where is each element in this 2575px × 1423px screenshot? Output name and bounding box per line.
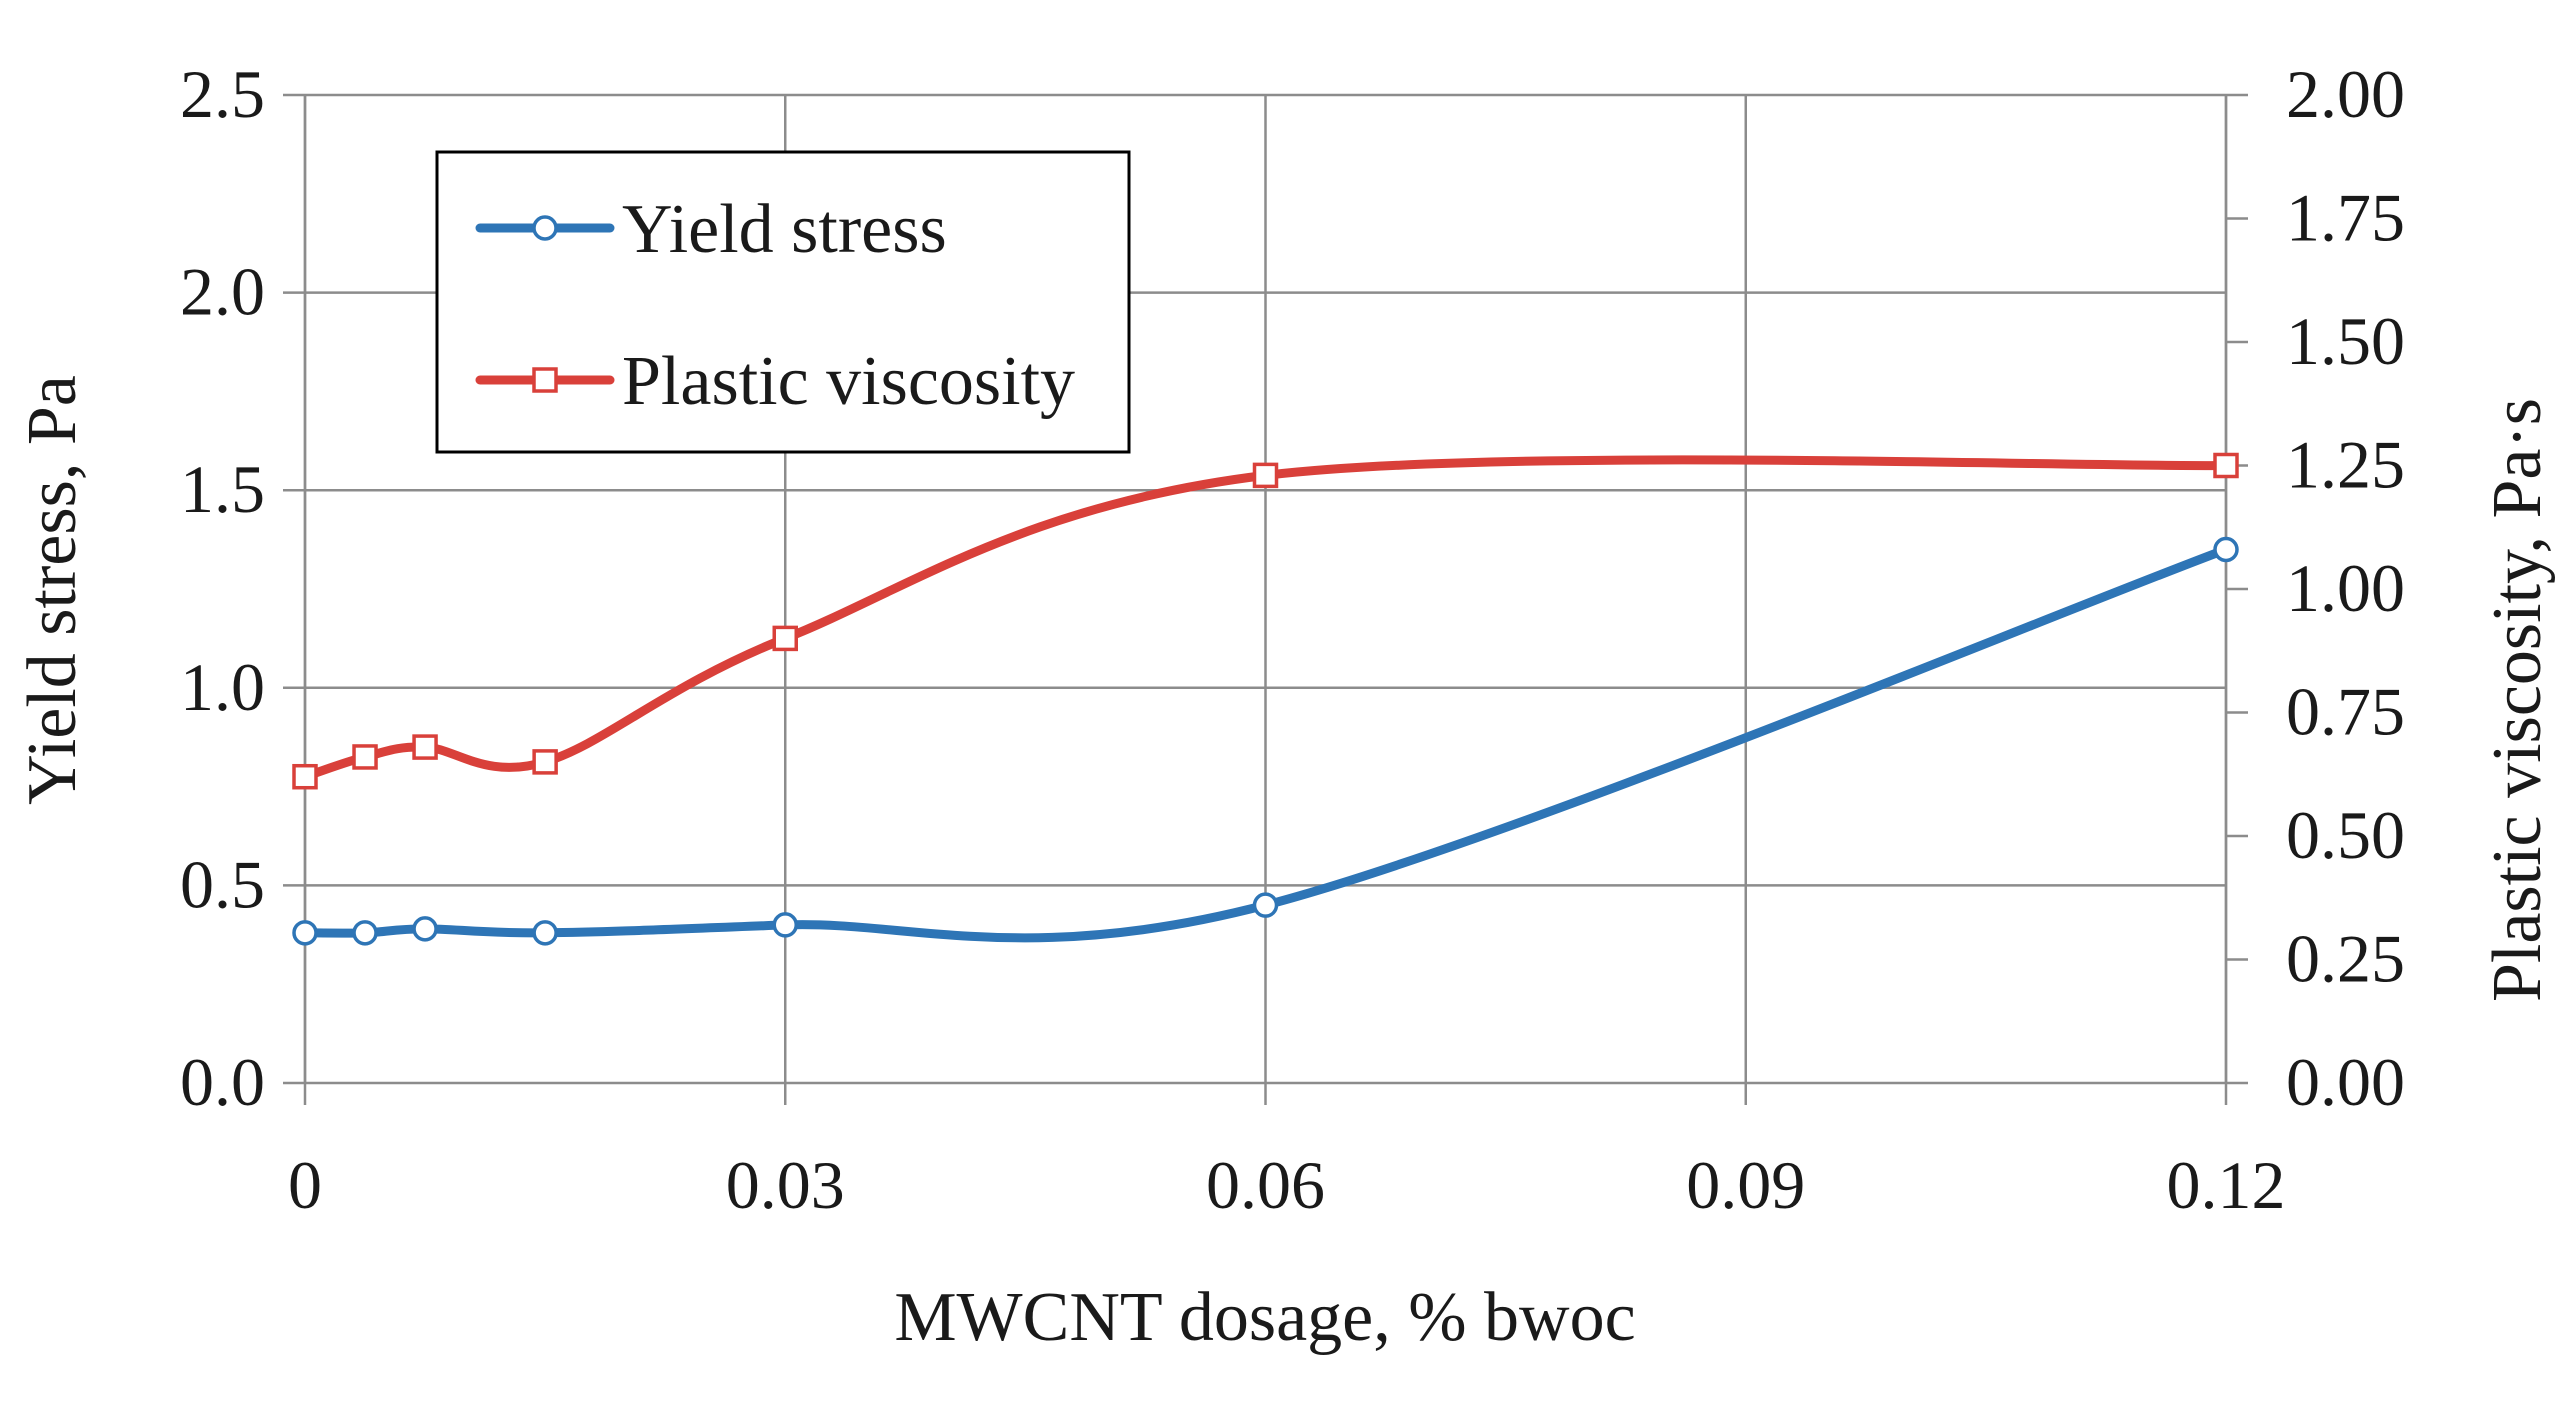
y-tick-label: 2.0 xyxy=(180,254,265,330)
y-tick-label: 1.5 xyxy=(180,451,265,527)
data-point-plastic-viscosity xyxy=(2213,452,2239,479)
y2-tick-label: 2.00 xyxy=(2286,56,2405,132)
data-point-yield-stress xyxy=(292,920,318,946)
data-point-plastic-viscosity xyxy=(772,625,798,652)
data-point-yield-stress xyxy=(532,920,558,946)
y2-tick-label: 0.75 xyxy=(2286,674,2405,750)
axes: 0.0 0.5 1.0 1.5 2.0 2.5 0.00 0.25 0.50 0.75 1.00 1.… xyxy=(180,56,2405,1223)
legend: Yield stress Plastic viscosity xyxy=(435,150,1131,454)
y-tick-label: 2.5 xyxy=(180,56,265,132)
series-markers xyxy=(292,452,2239,946)
x-axis-title: MWCNT dosage, % bwoc xyxy=(894,1279,1635,1356)
y2-tick-label: 0.50 xyxy=(2286,797,2405,873)
x-tick-label: 0.12 xyxy=(2167,1147,2286,1223)
data-point-plastic-viscosity xyxy=(352,744,378,770)
y-tick-label: 1.0 xyxy=(180,649,265,725)
data-point-plastic-viscosity xyxy=(532,749,558,775)
y-tick-label: 0.0 xyxy=(180,1044,265,1120)
data-point-yield-stress xyxy=(412,916,438,942)
y2-tick-label: 1.50 xyxy=(2286,303,2405,379)
legend-marker-plastic-viscosity xyxy=(532,367,558,393)
data-point-plastic-viscosity xyxy=(412,734,438,760)
data-point-plastic-viscosity xyxy=(1252,462,1279,489)
x-tick-label: 0.03 xyxy=(726,1147,845,1223)
x-tick-label: 0.06 xyxy=(1206,1147,1325,1223)
y2-tick-label: 1.00 xyxy=(2286,550,2405,626)
data-point-yield-stress xyxy=(1252,892,1279,918)
y2-tick-label: 0.25 xyxy=(2286,921,2405,997)
data-point-yield-stress xyxy=(772,912,798,938)
y2-axis-title: Plastic viscosity, Pa·s xyxy=(2479,398,2556,1002)
x-tick-label: 0.09 xyxy=(1686,1147,1805,1223)
data-point-yield-stress xyxy=(2213,536,2239,563)
legend-marker-yield-stress xyxy=(532,215,558,241)
legend-box xyxy=(435,150,1131,454)
legend-label-yield-stress: Yield stress xyxy=(622,191,947,268)
data-point-yield-stress xyxy=(352,920,378,946)
y2-tick-label: 1.75 xyxy=(2286,180,2405,256)
y-axis-title: Yield stress, Pa xyxy=(14,375,91,805)
y2-tick-label: 0.00 xyxy=(2286,1044,2405,1120)
data-point-plastic-viscosity xyxy=(292,763,318,790)
y2-tick-label: 1.25 xyxy=(2286,427,2405,503)
x-tick-label: 0 xyxy=(288,1147,322,1223)
legend-label-plastic-viscosity: Plastic viscosity xyxy=(622,343,1075,420)
y-tick-label: 0.5 xyxy=(180,846,265,922)
